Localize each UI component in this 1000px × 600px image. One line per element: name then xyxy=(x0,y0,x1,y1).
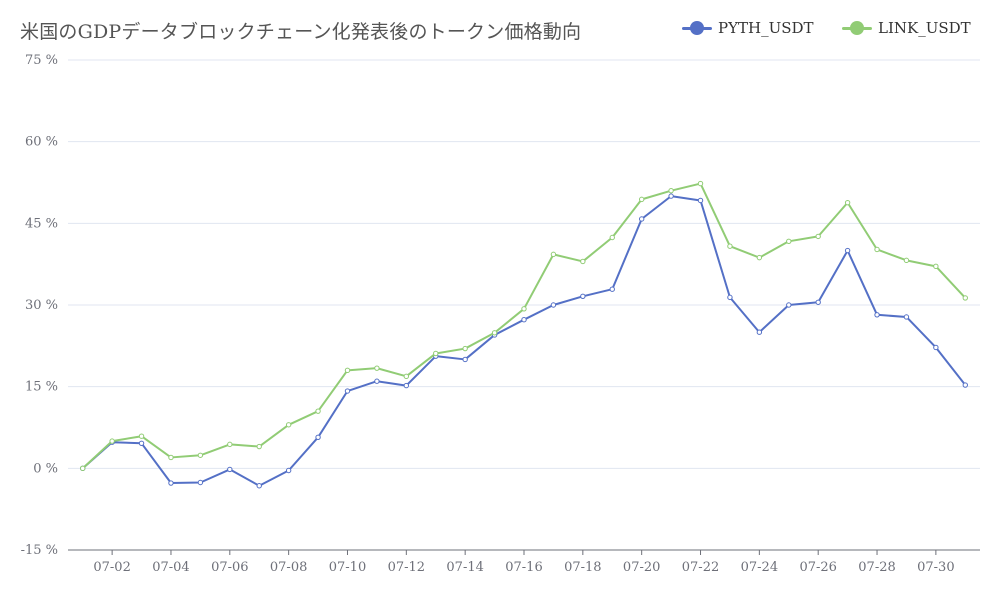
x-tick-label: 07-04 xyxy=(152,560,189,575)
data-point-link-usdt xyxy=(874,246,880,253)
x-tick-label: 07-28 xyxy=(858,560,895,575)
x-tick-label: 07-10 xyxy=(329,560,366,575)
data-point-pyth-usdt xyxy=(756,329,763,335)
data-point-link-usdt xyxy=(197,452,204,458)
data-point-link-usdt xyxy=(227,441,233,448)
data-point-link-usdt xyxy=(285,422,292,428)
data-point-link-usdt xyxy=(315,408,321,414)
x-tick-label: 07-06 xyxy=(211,560,248,575)
x-tick-label: 07-14 xyxy=(446,560,483,575)
data-point-pyth-usdt xyxy=(521,317,527,323)
data-point-link-usdt xyxy=(109,438,115,444)
y-tick-label: 75 % xyxy=(25,53,58,68)
legend-label-pyth-usdt: PYTH_USDT xyxy=(718,19,814,37)
series-line-link-usdt xyxy=(82,182,967,470)
data-point-pyth-usdt xyxy=(609,286,615,292)
legend-item-pyth-usdt[interactable]: PYTH_USDT xyxy=(682,18,814,38)
legend-swatch-icon xyxy=(842,20,872,36)
data-point-link-usdt xyxy=(638,196,645,203)
x-tick-label: 07-18 xyxy=(564,560,601,575)
data-point-pyth-usdt xyxy=(285,467,292,474)
x-tick-label: 07-20 xyxy=(623,560,660,575)
data-point-link-usdt xyxy=(138,433,145,439)
data-point-pyth-usdt xyxy=(344,388,351,394)
data-point-link-usdt xyxy=(344,367,351,374)
data-point-link-usdt xyxy=(374,365,380,371)
data-point-pyth-usdt xyxy=(315,434,321,440)
data-point-link-usdt xyxy=(256,443,262,450)
data-point-link-usdt xyxy=(580,258,586,265)
data-point-pyth-usdt xyxy=(550,302,557,308)
y-tick-label: 0 % xyxy=(33,461,58,476)
data-point-link-usdt xyxy=(697,180,704,187)
data-point-pyth-usdt xyxy=(697,197,704,204)
data-point-pyth-usdt xyxy=(962,382,968,388)
data-point-link-usdt xyxy=(168,454,174,461)
chart-title: 米国のGDPデータブロックチェーン化発表後のトークン価格動向 xyxy=(20,21,582,43)
data-point-link-usdt xyxy=(727,243,733,249)
data-point-link-usdt xyxy=(933,263,939,270)
data-point-pyth-usdt xyxy=(462,356,468,363)
data-point-pyth-usdt xyxy=(256,483,262,489)
data-point-pyth-usdt xyxy=(638,216,645,222)
data-point-pyth-usdt xyxy=(727,294,733,301)
x-tick-label: 07-22 xyxy=(682,560,719,575)
data-point-pyth-usdt xyxy=(874,312,880,318)
data-point-link-usdt xyxy=(403,373,410,380)
y-tick-label: -15 % xyxy=(21,543,58,558)
data-point-link-usdt xyxy=(609,234,615,241)
x-tick-label: 07-08 xyxy=(270,560,307,575)
x-tick-label: 07-16 xyxy=(505,560,542,575)
y-tick-label: 60 % xyxy=(25,135,58,150)
x-tick-label: 07-26 xyxy=(799,560,836,575)
x-tick-label: 07-02 xyxy=(93,560,130,575)
data-point-link-usdt xyxy=(844,199,851,206)
legend-swatch-icon xyxy=(682,20,712,36)
data-point-link-usdt xyxy=(668,187,674,194)
data-point-pyth-usdt xyxy=(138,440,145,446)
data-point-pyth-usdt xyxy=(815,299,821,305)
data-point-link-usdt xyxy=(903,257,910,264)
data-point-link-usdt xyxy=(786,238,792,245)
x-tick-label: 07-12 xyxy=(388,560,425,575)
data-point-link-usdt xyxy=(491,330,498,336)
y-tick-label: 15 % xyxy=(25,380,58,395)
data-point-pyth-usdt xyxy=(580,293,586,299)
series-line-pyth-usdt xyxy=(82,195,967,487)
data-point-link-usdt xyxy=(521,306,527,312)
data-point-pyth-usdt xyxy=(374,378,380,384)
data-point-link-usdt xyxy=(756,254,763,261)
data-point-link-usdt xyxy=(462,345,468,352)
legend-item-link-usdt[interactable]: LINK_USDT xyxy=(842,18,971,38)
y-tick-label: 45 % xyxy=(25,216,58,231)
data-point-link-usdt xyxy=(962,295,968,301)
y-tick-label: 30 % xyxy=(25,298,58,313)
data-point-pyth-usdt xyxy=(227,466,233,473)
data-point-link-usdt xyxy=(433,350,439,357)
data-point-pyth-usdt xyxy=(933,344,939,351)
data-point-pyth-usdt xyxy=(168,480,174,486)
data-point-pyth-usdt xyxy=(786,302,792,308)
data-point-pyth-usdt xyxy=(844,247,851,254)
data-point-pyth-usdt xyxy=(668,193,674,199)
data-point-link-usdt xyxy=(550,251,557,258)
data-point-pyth-usdt xyxy=(403,382,410,389)
data-point-pyth-usdt xyxy=(197,479,204,486)
data-point-link-usdt xyxy=(80,465,86,472)
data-point-link-usdt xyxy=(815,233,821,240)
data-point-pyth-usdt xyxy=(903,314,910,320)
x-tick-label: 07-24 xyxy=(741,560,778,575)
legend-label-link-usdt: LINK_USDT xyxy=(878,19,971,37)
x-tick-label: 07-30 xyxy=(917,560,954,575)
